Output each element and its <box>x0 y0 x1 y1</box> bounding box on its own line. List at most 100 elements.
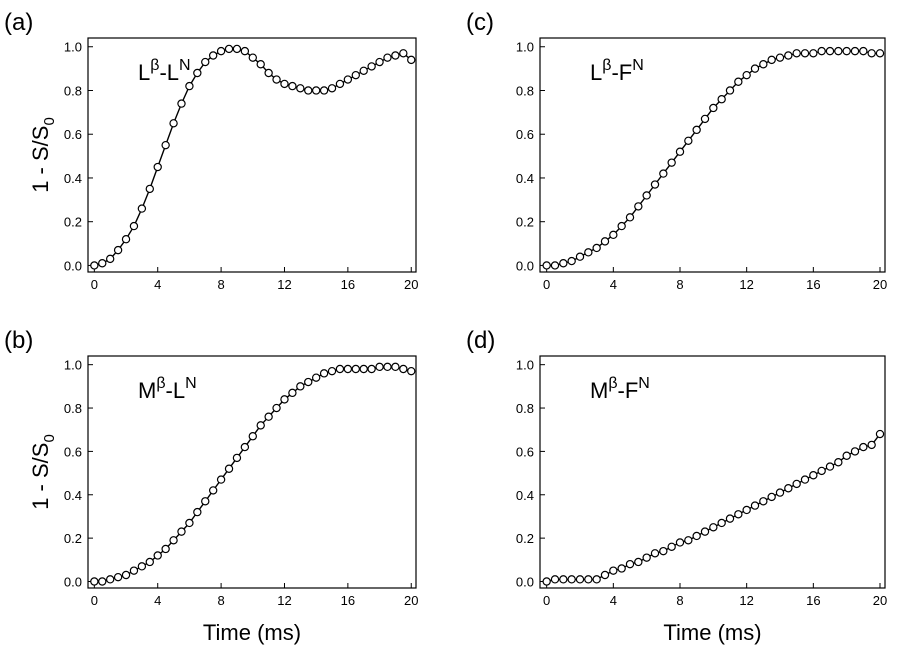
y-tick-label: 1.0 <box>516 40 534 55</box>
data-point <box>867 440 876 450</box>
data-point <box>850 447 860 456</box>
panel-label: (b) <box>4 327 33 354</box>
data-point <box>659 546 668 556</box>
data-point <box>875 429 885 439</box>
x-tick-label: 8 <box>217 593 224 608</box>
plot-frame <box>87 37 417 273</box>
x-tick-label: 16 <box>806 277 820 292</box>
data-point <box>216 46 226 56</box>
data-point <box>98 259 107 268</box>
x-tick-label: 4 <box>154 277 161 292</box>
data-point <box>201 497 210 506</box>
data-point <box>105 575 115 584</box>
y-tick-label: 0.8 <box>516 83 534 98</box>
data-point <box>319 86 329 95</box>
data-point <box>559 575 568 584</box>
data-point <box>145 557 154 567</box>
x-tick-label: 12 <box>739 593 753 608</box>
x-tick-label: 20 <box>873 277 887 292</box>
data-point <box>575 252 585 261</box>
data-point <box>391 362 400 372</box>
data-point <box>592 575 601 584</box>
data-point <box>750 501 760 510</box>
data-point <box>650 180 660 189</box>
data-point <box>153 551 162 560</box>
data-point <box>767 492 776 502</box>
x-tick-label: 16 <box>341 593 355 608</box>
data-point <box>272 403 281 413</box>
data-point <box>642 553 651 562</box>
x-tick-label: 16 <box>341 277 355 292</box>
data-point <box>319 369 329 378</box>
panel-label: (d) <box>466 327 495 354</box>
data-point <box>650 549 660 558</box>
panel-label: (c) <box>466 9 494 36</box>
data-point <box>800 475 810 484</box>
data-point <box>634 202 643 211</box>
x-tick-label: 4 <box>610 277 617 292</box>
data-point <box>675 538 685 547</box>
data-point <box>817 466 826 476</box>
data-point <box>201 57 210 67</box>
data-point <box>709 103 718 113</box>
data-point <box>90 577 99 586</box>
data-point <box>717 518 726 528</box>
y-tick-label: 0.6 <box>516 444 534 459</box>
fit-line <box>546 433 881 583</box>
data-point <box>185 518 194 528</box>
data-point <box>842 451 851 460</box>
data-point <box>367 62 376 71</box>
data-point <box>550 261 560 270</box>
y-tick-label: 1.0 <box>64 358 82 373</box>
data-point <box>240 442 250 452</box>
data-point <box>407 55 416 65</box>
data-point <box>834 458 843 467</box>
data-point <box>177 527 186 536</box>
data-point <box>809 471 818 480</box>
data-point <box>248 53 257 62</box>
data-point <box>208 486 218 495</box>
data-point <box>224 44 234 54</box>
data-point <box>216 475 226 484</box>
data-point <box>759 60 768 69</box>
plot-frame <box>539 37 886 273</box>
data-point <box>817 46 826 56</box>
x-tick-label: 12 <box>739 277 753 292</box>
data-point <box>351 70 360 80</box>
panel-annotation: Lβ-LN <box>138 57 191 85</box>
data-point <box>542 261 551 270</box>
data-point <box>375 362 384 372</box>
data-point <box>850 46 860 56</box>
x-tick-label: 8 <box>676 593 683 608</box>
data-point <box>311 373 321 382</box>
y-tick-label: 0.8 <box>64 83 82 98</box>
data-point <box>675 147 685 156</box>
data-point <box>367 364 376 374</box>
data-point <box>193 507 202 517</box>
data-point <box>161 140 170 150</box>
data-point <box>684 136 693 145</box>
panel-annotation: Lβ-FN <box>590 57 644 85</box>
data-point <box>185 81 194 91</box>
x-axis-label: Time (ms) <box>663 620 761 645</box>
data-point <box>609 566 618 575</box>
data-point <box>859 442 868 452</box>
data-point <box>542 577 551 586</box>
data-point <box>742 70 751 80</box>
y-tick-label: 1.0 <box>64 40 82 55</box>
data-point <box>288 388 297 398</box>
data-point <box>575 575 585 584</box>
data-point <box>842 46 851 56</box>
data-point <box>280 79 289 89</box>
data-point <box>775 53 785 62</box>
y-tick-label: 0.4 <box>516 488 534 503</box>
data-point <box>700 527 710 536</box>
x-tick-label: 4 <box>154 593 161 608</box>
y-tick-label: 0.4 <box>516 171 534 186</box>
data-point <box>617 564 626 573</box>
data-point <box>383 362 392 372</box>
y-tick-label: 1.0 <box>516 358 534 373</box>
data-point <box>834 46 843 56</box>
y-tick-label: 0.2 <box>516 215 534 230</box>
data-point <box>304 377 313 387</box>
